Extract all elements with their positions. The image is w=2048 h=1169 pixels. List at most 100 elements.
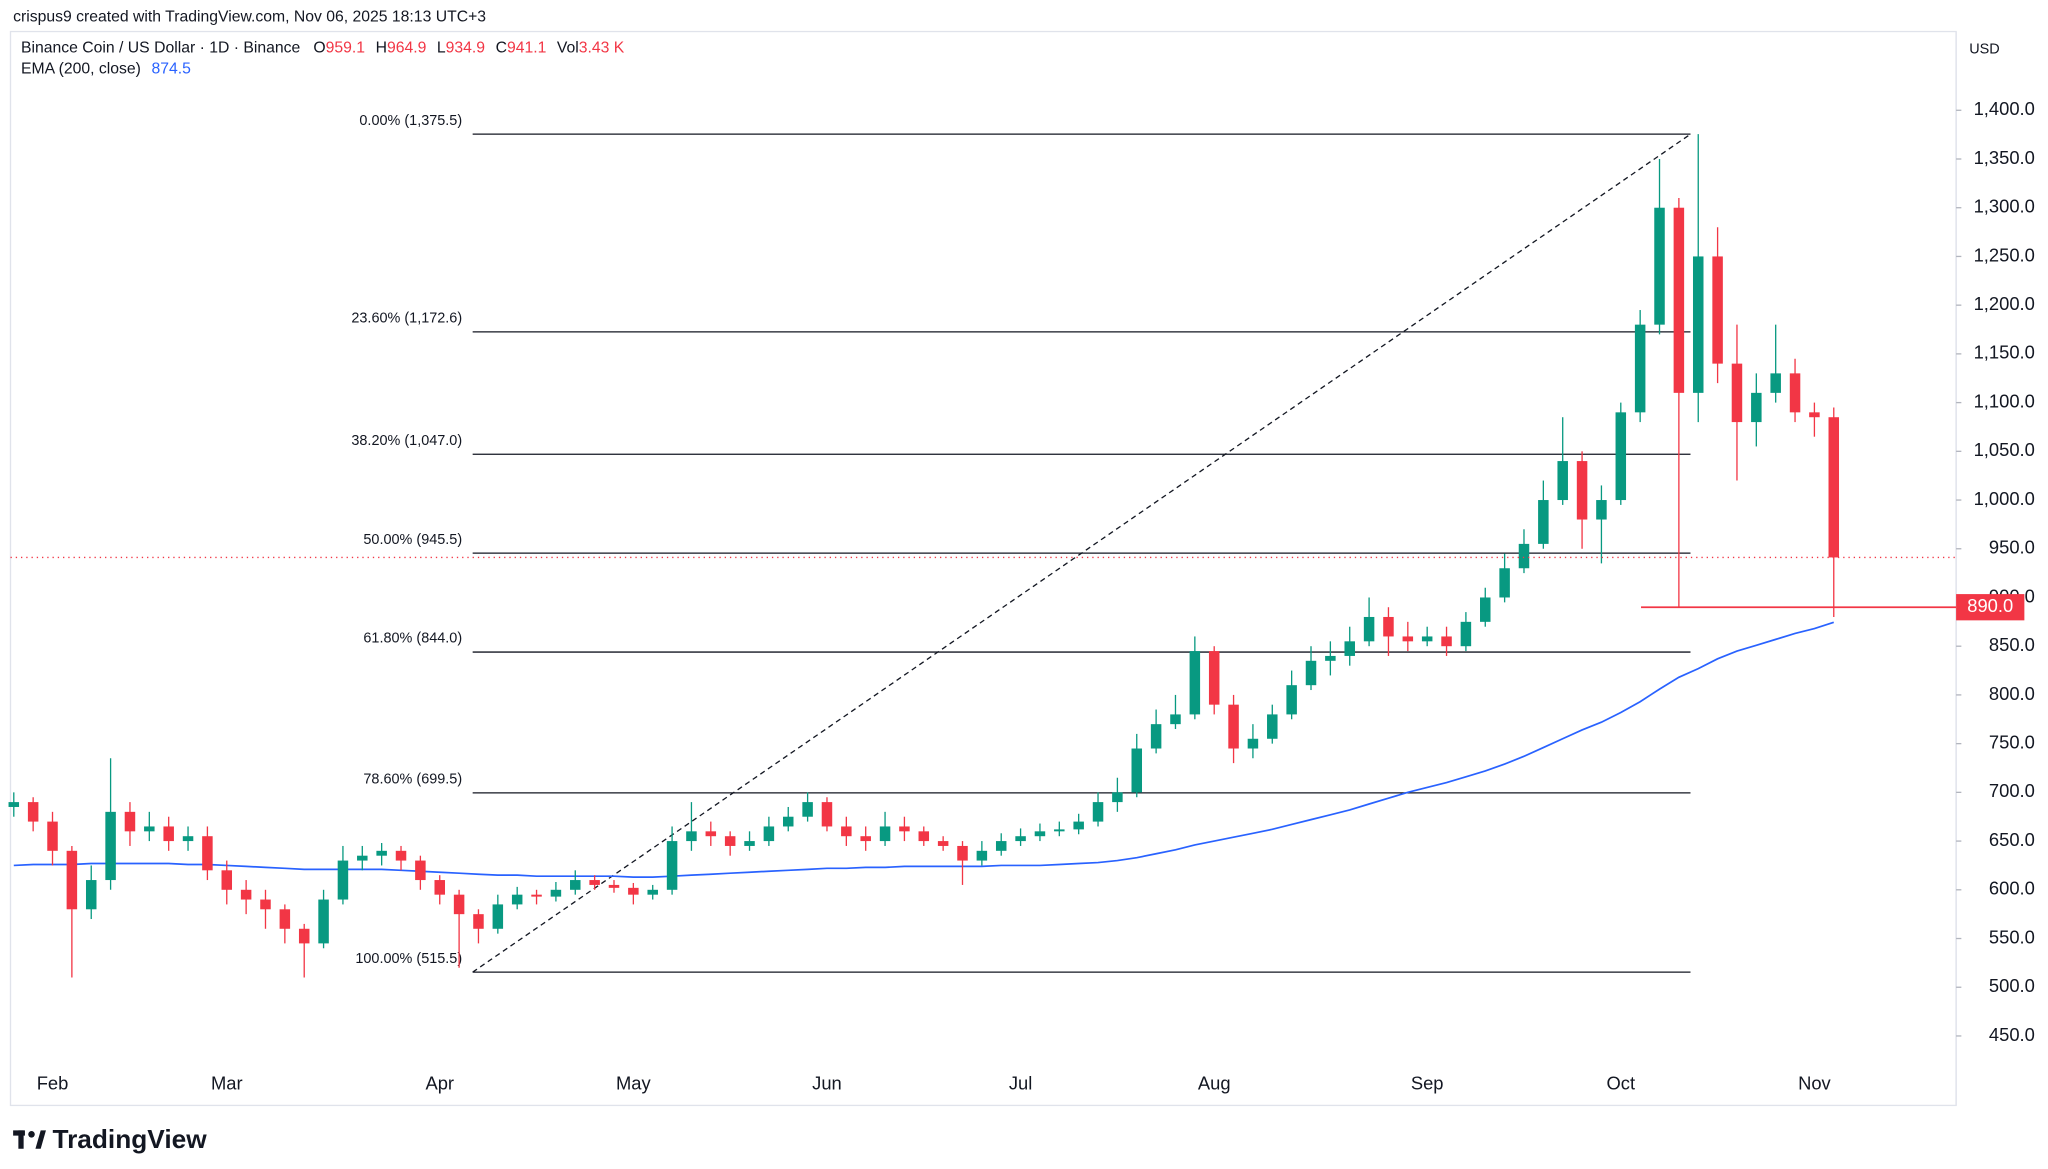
candle-body xyxy=(666,841,678,890)
y-tick-label: 800.0 xyxy=(1989,683,2035,704)
candle-body xyxy=(1673,207,1685,393)
y-tick-label: 1,350.0 xyxy=(1974,147,2035,168)
candle-body xyxy=(1421,636,1433,642)
candle-body xyxy=(1112,792,1123,803)
candle-body xyxy=(1073,821,1084,830)
candle-body xyxy=(105,811,116,881)
candle-body xyxy=(1809,412,1820,418)
ema-value: 874.5 xyxy=(151,61,191,78)
candle-body xyxy=(511,894,523,905)
candle-body xyxy=(1480,597,1491,622)
candle-body xyxy=(570,880,581,890)
candle-body xyxy=(550,889,562,897)
candle-body xyxy=(1402,636,1414,642)
candle-body xyxy=(1712,256,1723,364)
candle-body xyxy=(163,826,174,842)
y-tick-label: 1,150.0 xyxy=(1974,342,2035,363)
candle-body xyxy=(298,928,310,944)
x-tick-label: Sep xyxy=(1411,1072,1444,1093)
x-tick-label: Feb xyxy=(37,1072,69,1093)
legend-key: C xyxy=(496,40,507,57)
legend-key: Vol xyxy=(557,40,579,57)
fib-label: 78.60% (699.5) xyxy=(363,772,462,788)
candle-body xyxy=(415,860,426,881)
candle-body xyxy=(918,831,930,842)
candle-body xyxy=(66,850,78,910)
fib-label: 100.00% (515.5) xyxy=(355,951,462,967)
legend-value: 959.1 xyxy=(326,40,365,57)
y-tick-label: 1,050.0 xyxy=(1974,439,2035,460)
candle-body xyxy=(1731,363,1743,423)
candle-body xyxy=(1325,655,1336,661)
legend-key: L xyxy=(437,40,446,57)
logo-shape xyxy=(18,1130,24,1149)
x-tick-label: Nov xyxy=(1798,1072,1831,1093)
y-tick-label: 1,250.0 xyxy=(1974,244,2035,265)
fib-label: 0.00% (1,375.5) xyxy=(359,113,462,129)
fib-label: 50.00% (945.5) xyxy=(363,532,462,548)
x-tick-label: Apr xyxy=(425,1072,454,1093)
candle-body xyxy=(1518,543,1530,569)
candle-body xyxy=(1305,660,1317,686)
y-tick-label: 550.0 xyxy=(1989,926,2035,947)
logo-shape xyxy=(35,1130,46,1149)
y-tick-label: 1,400.0 xyxy=(1974,98,2035,119)
candle-body xyxy=(821,802,833,827)
legend-value: 3.43 K xyxy=(579,40,625,57)
candle-body xyxy=(1654,207,1665,325)
candle-body xyxy=(860,836,871,842)
candle-body xyxy=(1267,714,1278,739)
candle-body xyxy=(279,909,291,929)
y-tick-label: 500.0 xyxy=(1989,975,2035,996)
candle-body xyxy=(1615,412,1627,501)
candle-body xyxy=(473,914,484,929)
y-tick-label: 1,000.0 xyxy=(1974,488,2035,509)
candle-body xyxy=(976,850,988,861)
y-tick-label: 600.0 xyxy=(1989,878,2035,899)
candle-body xyxy=(27,802,39,822)
candle-body xyxy=(608,884,620,888)
candle-body xyxy=(47,821,58,851)
ema-line xyxy=(13,621,1835,878)
legend-value: 934.9 xyxy=(446,40,486,57)
candle-body xyxy=(1131,748,1143,793)
y-tick-label: 1,100.0 xyxy=(1974,390,2035,411)
candle-body xyxy=(124,811,136,832)
y-tick-label: 1,300.0 xyxy=(1974,196,2035,217)
candle-body xyxy=(763,826,775,842)
candle-body xyxy=(879,826,891,842)
y-tick-label: 950.0 xyxy=(1989,537,2035,558)
candle-body xyxy=(1015,836,1026,842)
x-tick-label: Mar xyxy=(211,1072,243,1093)
candle-body xyxy=(85,880,97,910)
candle-body xyxy=(1557,461,1568,501)
candle-body xyxy=(1247,738,1259,749)
candle-body xyxy=(240,889,252,900)
fib-label: 23.60% (1,172.6) xyxy=(351,311,462,327)
watermark: crispus9 created with TradingView.com, N… xyxy=(13,8,486,25)
candle-body xyxy=(453,894,465,915)
fib-label: 38.20% (1,047.0) xyxy=(351,433,462,449)
x-tick-label: Aug xyxy=(1198,1072,1231,1093)
currency: USD xyxy=(1969,42,1999,58)
candle-body xyxy=(937,841,949,846)
legend-value: 964.9 xyxy=(387,40,427,57)
candle-body xyxy=(531,894,542,897)
candle-body xyxy=(357,855,368,861)
candle-body xyxy=(744,841,755,846)
candle-body xyxy=(1286,685,1297,715)
candle-body xyxy=(434,880,445,895)
fib-trend-line xyxy=(472,133,1691,973)
candle-body xyxy=(1576,461,1588,520)
candle-body xyxy=(1054,829,1065,832)
candle-body xyxy=(589,880,600,885)
candle-body xyxy=(1189,651,1201,715)
logo-shape xyxy=(28,1131,35,1138)
candle-body xyxy=(1789,373,1801,413)
plot: Binance Coin / US Dollar · 1D · Binance O… xyxy=(8,40,2035,1093)
candle-body xyxy=(1499,568,1510,598)
candle-body xyxy=(686,831,697,842)
candle-body xyxy=(782,816,794,827)
x-tick-label: Oct xyxy=(1607,1072,1636,1093)
candle-body xyxy=(1460,621,1472,647)
